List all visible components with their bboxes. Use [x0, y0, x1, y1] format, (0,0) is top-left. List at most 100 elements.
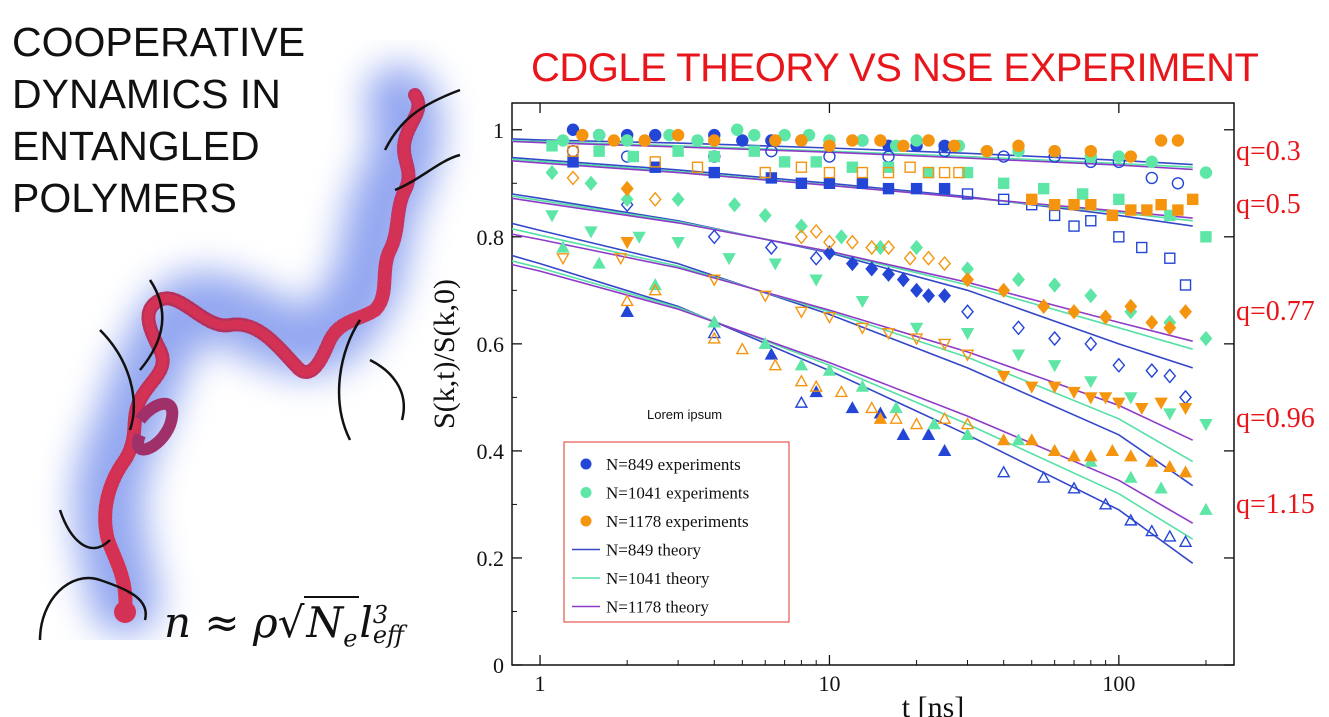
data-point-N1178-diamond — [823, 234, 836, 250]
data-point-N1041-diamond — [794, 218, 808, 234]
data-point-N1041-circle — [556, 134, 570, 147]
data-point-N1178-square — [1026, 193, 1038, 206]
data-point-N1178-triangle-down — [1047, 381, 1062, 394]
data-point-N849-triangle — [937, 443, 952, 457]
data-point-N1041-square — [997, 177, 1010, 189]
data-point-N1041-circle — [730, 123, 744, 136]
data-point-N1041-triangle-down — [722, 253, 736, 266]
legend-label: N=1178 theory — [606, 598, 709, 617]
data-point-N1041-triangle — [758, 336, 772, 349]
data-point-N1178-triangle-down — [909, 333, 924, 346]
data-point-N1041-triangle — [1124, 470, 1138, 483]
data-point-N1178-triangle — [909, 417, 924, 430]
plot-area: 0 0.2 0.4 0.6 0.8 1 1 10 100 t [ns] S(k,t)/S(k,0) L… — [428, 102, 1235, 717]
data-point-N849-square — [1085, 215, 1097, 227]
data-point-N1178-square — [953, 166, 965, 179]
data-point-N1178-square — [759, 166, 771, 179]
data-point-N1178-triangle — [889, 411, 903, 424]
data-point-N1178-circle — [1048, 144, 1061, 158]
data-point-N1178-triangle-down — [1135, 402, 1149, 416]
data-point-N849-square — [795, 177, 808, 189]
data-point-N1178-diamond — [1145, 314, 1159, 331]
data-point-N1178-circle — [638, 134, 651, 147]
data-point-N1041-square — [627, 150, 639, 163]
data-point-N1178-triangle-down — [937, 338, 952, 351]
data-point-N1178-diamond — [865, 239, 879, 256]
data-point-N1041-circle — [1199, 166, 1213, 179]
data-point-N1178-diamond — [648, 191, 662, 207]
data-point-N1178-diamond — [922, 250, 935, 266]
data-point-N849-diamond — [896, 272, 910, 288]
data-point-N1041-square — [961, 166, 974, 179]
y-tick-label: 0.2 — [477, 546, 505, 571]
q-label: q=0.96 — [1236, 403, 1315, 435]
data-point-N1041-triangle — [960, 427, 975, 440]
data-point-N1178-triangle — [1178, 465, 1193, 478]
data-point-N1178-circle — [874, 134, 887, 147]
data-point-N849-square — [1113, 231, 1125, 243]
data-point-N1178-square — [795, 161, 808, 173]
data-point-N1041-circle — [1145, 155, 1159, 169]
data-point-N1178-triangle-down — [1178, 402, 1193, 416]
data-point-N1178-diamond — [794, 229, 808, 245]
data-point-N1041-square — [672, 145, 684, 157]
formula-approx: ≈ — [204, 598, 240, 647]
entanglement-lines — [38, 88, 461, 640]
theory-curve-q0.3-N1178 — [512, 140, 1193, 171]
chart-annotation: Lorem ipsum — [647, 407, 722, 422]
legend-label: N=849 experiments — [606, 455, 741, 474]
x-tick-label: 1 — [535, 671, 546, 696]
data-point-N1041-triangle — [592, 256, 606, 269]
data-point-N849-circle — [765, 144, 778, 158]
y-tick-label: 0.4 — [477, 439, 505, 464]
data-point-N1041-triangle-down — [545, 210, 559, 223]
data-point-N1041-square — [546, 140, 558, 152]
data-point-N1178-diamond — [1099, 309, 1113, 325]
main-title: CDGLE THEORY VS NSE EXPERIMENT — [531, 46, 1259, 90]
data-point-N1178-square — [1155, 198, 1167, 211]
y-tick-label: 0 — [493, 653, 504, 678]
data-point-N1178-triangle-down — [960, 349, 975, 362]
data-point-N1178-circle — [708, 134, 721, 147]
data-point-N1041-square — [922, 166, 935, 179]
data-point-N1178-circle — [576, 128, 589, 142]
data-point-N1178-triangle-down — [758, 290, 772, 303]
data-point-N1178-triangle-down — [1098, 392, 1113, 405]
data-point-N1178-triangle-down — [707, 274, 721, 287]
data-point-N1178-diamond — [1037, 298, 1051, 314]
formula-radicand-sub: e — [343, 624, 358, 653]
data-point-N849-diamond — [809, 250, 823, 266]
data-point-N1178-triangle — [620, 294, 634, 307]
data-point-N1041-square — [748, 145, 761, 157]
formula-rho: ρ — [252, 598, 278, 647]
legend-label: N=1041 theory — [606, 569, 710, 588]
data-point-N1041-square — [1113, 193, 1125, 206]
data-point-N1041-triangle — [794, 358, 809, 371]
data-point-N849-triangle — [845, 401, 860, 414]
data-point-N1178-square — [904, 161, 916, 173]
data-point-N849-circle — [736, 134, 749, 147]
side-title-line: POLYMERS — [12, 175, 237, 221]
data-point-N849-triangle — [1098, 497, 1113, 510]
data-point-N1041-diamond — [1084, 288, 1098, 304]
legend-label: N=1178 experiments — [606, 512, 749, 531]
data-point-N1178-circle — [607, 134, 621, 147]
data-point-N849-square — [1179, 279, 1192, 291]
data-point-N1041-diamond — [1048, 277, 1062, 293]
data-point-N1041-triangle-down — [1163, 408, 1177, 421]
data-point-N1041-square — [846, 161, 859, 173]
data-point-N1178-circle — [1012, 139, 1025, 153]
data-point-N1041-diamond — [1199, 330, 1213, 347]
data-point-N849-triangle — [707, 326, 721, 339]
data-point-N1041-diamond — [835, 229, 848, 245]
data-point-N849-diamond — [1048, 330, 1062, 347]
data-point-N849-diamond — [1145, 363, 1159, 379]
data-point-N849-circle — [1171, 177, 1185, 190]
legend-box — [563, 441, 790, 623]
data-point-N849-circle — [938, 144, 951, 158]
data-point-N1041-square — [1200, 231, 1212, 243]
data-point-N1041-diamond — [728, 197, 741, 213]
data-point-N1041-triangle — [1154, 481, 1168, 494]
data-point-N1041-diamond — [910, 239, 923, 256]
data-point-N849-square — [997, 193, 1010, 206]
